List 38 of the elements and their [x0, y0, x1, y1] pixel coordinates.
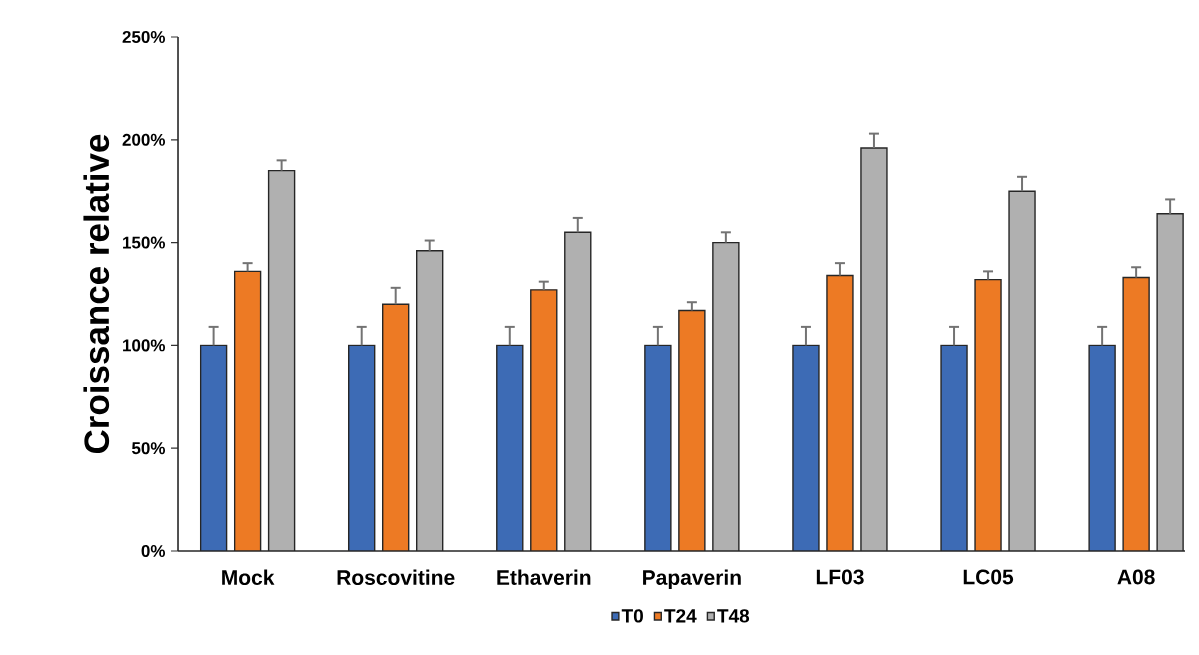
- legend-label: T48: [717, 609, 750, 623]
- x-tick-label: A08: [1117, 569, 1155, 585]
- bar: [234, 271, 261, 551]
- x-tick-label: LF03: [816, 569, 864, 585]
- y-tick-label: 250%: [122, 30, 166, 44]
- bar: [678, 310, 705, 551]
- x-tick-label: LC05: [963, 569, 1014, 585]
- bar: [712, 242, 739, 551]
- x-tick-label: Papaverin: [643, 569, 741, 590]
- bar: [1156, 213, 1184, 551]
- legend-label: T24: [664, 609, 697, 623]
- bar: [941, 345, 968, 551]
- y-tick-label: 0%: [141, 544, 166, 558]
- legend-label: T0: [621, 609, 643, 623]
- bar: [1009, 191, 1036, 551]
- bar: [348, 345, 375, 551]
- bar: [1088, 344, 1116, 551]
- bar: [564, 232, 591, 551]
- bar: [382, 304, 409, 551]
- bar: [860, 148, 887, 551]
- bar: [1122, 276, 1150, 551]
- bar: [496, 345, 523, 551]
- y-tick-label: 50%: [131, 442, 166, 455]
- bar: [975, 279, 1002, 551]
- y-tick-label: 150%: [123, 236, 166, 249]
- y-tick-label: 100%: [123, 339, 166, 352]
- x-tick-label: Roscovitine: [337, 569, 455, 585]
- bar: [268, 170, 295, 551]
- bar: [792, 345, 819, 551]
- bar: [826, 275, 853, 551]
- x-tick-label: Mock: [222, 569, 275, 585]
- bar: [530, 289, 557, 551]
- y-tick-label: 200%: [122, 133, 166, 146]
- y-axis-title: Croissance relative: [83, 134, 110, 454]
- x-tick-label: Ethaverin: [497, 569, 591, 585]
- bar: [416, 250, 443, 551]
- bar: [200, 345, 227, 551]
- bar: [644, 345, 671, 551]
